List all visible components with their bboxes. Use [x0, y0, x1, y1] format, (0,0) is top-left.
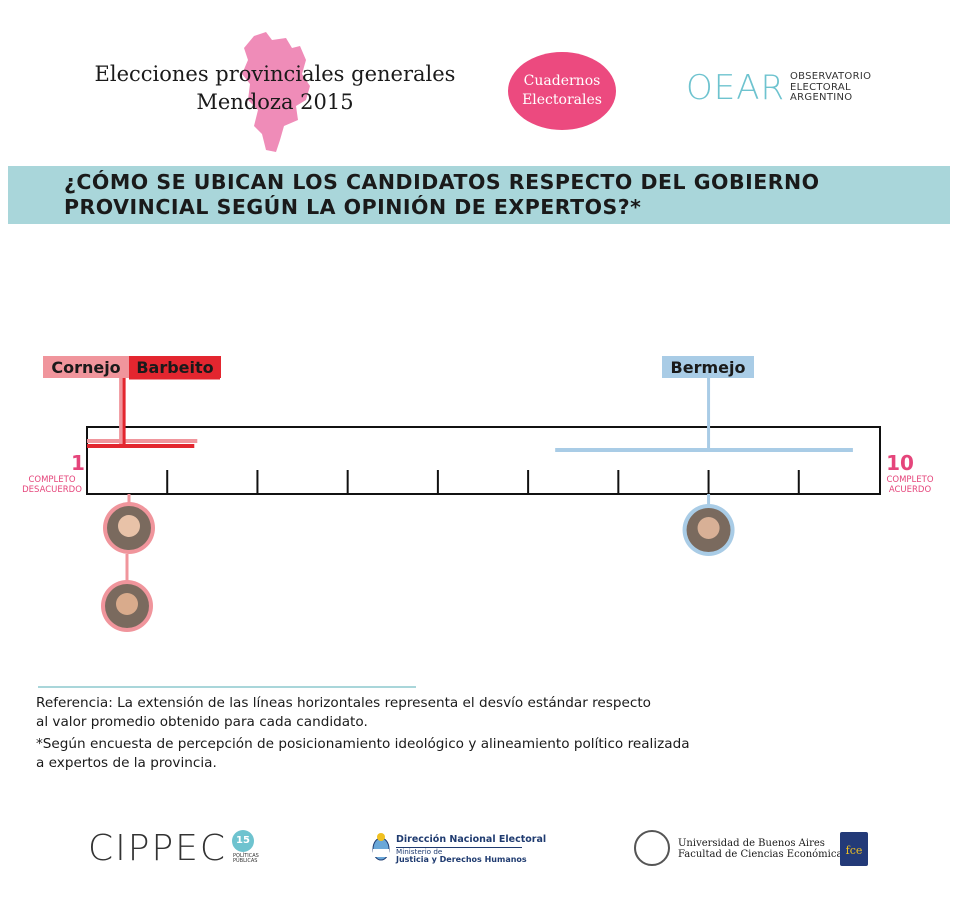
mendoza-map-icon	[242, 32, 310, 152]
label-bg-bermejo	[662, 356, 754, 378]
scale-left-value: 1	[71, 451, 85, 475]
reference-line2: al valor promedio obtenido para cada can…	[36, 714, 368, 730]
header-title-line1: Elecciones provinciales generales	[94, 62, 456, 86]
uba-line2: Facultad de Ciencias Económicas	[678, 849, 848, 860]
label-bg-barbeito	[129, 356, 221, 378]
oear-name: OBSERVATORIO ELECTORAL ARGENTINO	[790, 71, 872, 104]
face-cornejo	[118, 515, 140, 537]
oear-line2: ELECTORAL	[790, 81, 851, 93]
dne-divider	[396, 847, 522, 848]
oear-line3: ARGENTINO	[790, 92, 853, 103]
label-bermejo: Bermejo	[671, 358, 746, 377]
cippec-subtitle: POLÍTICAS PÚBLICAS	[233, 853, 259, 864]
banner-line1: ¿CÓMO SE UBICAN LOS CANDIDATOS RESPECTO …	[64, 170, 820, 194]
fce-logo: fce	[840, 832, 868, 866]
uba-text: Universidad de Buenos Aires Facultad de …	[678, 838, 848, 860]
scale-right-label: 10 COMPLETO ACUERDO	[886, 451, 934, 495]
face-barbeito	[116, 593, 138, 615]
dne-sub2: Justicia y Derechos Humanos	[396, 855, 527, 864]
cippec-logo: CIPPEC	[88, 828, 228, 869]
notes-divider	[38, 686, 416, 688]
face-bermejo	[697, 517, 720, 539]
banner-text: ¿CÓMO SE UBICAN LOS CANDIDATOS RESPECTO …	[64, 170, 820, 220]
header-title: Elecciones provinciales generales Mendoz…	[80, 60, 470, 116]
cippec-15-badge: 15	[232, 830, 254, 852]
survey-line2: a expertos de la provincia.	[36, 755, 217, 771]
uba-line1: Universidad de Buenos Aires	[678, 838, 825, 849]
label-barbeito: Barbeito	[136, 358, 213, 377]
dne-subtitle: Ministerio de Justicia y Derechos Humano…	[396, 848, 527, 864]
header-title-line2: Mendoza 2015	[196, 90, 354, 114]
position-chart: 1 COMPLETO DESACUERDO 10 COMPLETO ACUERD…	[22, 356, 934, 632]
badge-line1: Cuadernos	[523, 73, 601, 89]
argentina-shield-icon	[372, 833, 390, 861]
scale-right-value: 10	[886, 451, 914, 475]
uba-seal-icon	[634, 830, 670, 866]
survey-line1: *Según encuesta de percepción de posicio…	[36, 736, 690, 752]
scale-right-line2: ACUERDO	[889, 485, 932, 495]
label-bg-cornejo	[43, 356, 129, 378]
label-cornejo: Cornejo	[51, 358, 120, 377]
badge-line2: Electorales	[522, 92, 602, 108]
cuadernos-badge: Cuadernos Electorales	[508, 52, 616, 130]
scale-left-line1: COMPLETO	[28, 475, 75, 485]
reference-line1: Referencia: La extensión de las líneas h…	[36, 695, 651, 711]
scale-left-label: 1 COMPLETO DESACUERDO	[22, 451, 85, 495]
question-banner: ¿CÓMO SE UBICAN LOS CANDIDATOS RESPECTO …	[8, 166, 950, 224]
axis-box	[86, 426, 881, 495]
scale-right-line1: COMPLETO	[886, 475, 933, 485]
oear-line1: OBSERVATORIO	[790, 71, 872, 82]
oear-mark: OEAR	[686, 68, 786, 108]
banner-line2: PROVINCIAL SEGÚN LA OPINIÓN DE EXPERTOS?…	[64, 195, 642, 219]
scale-left-line2: DESACUERDO	[22, 485, 82, 495]
reference-note: Referencia: La extensión de las líneas h…	[36, 694, 816, 732]
axis-ticks	[166, 470, 800, 494]
candidate-marks: Cornejo Barbeito Bermejo	[43, 356, 853, 632]
survey-note: *Según encuesta de percepción de posicio…	[36, 735, 826, 773]
dne-title: Dirección Nacional Electoral	[396, 834, 547, 845]
dne-sub1: Ministerio de	[396, 847, 443, 856]
